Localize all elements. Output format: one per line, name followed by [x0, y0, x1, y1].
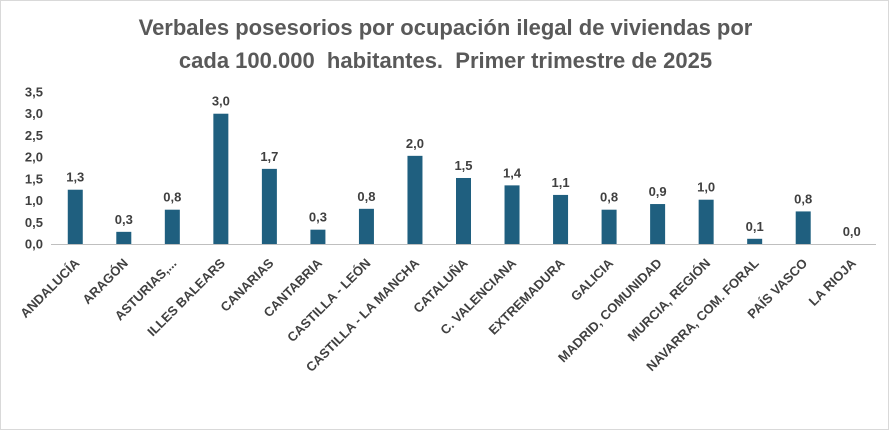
y-tick-label: 0,0 [25, 237, 43, 252]
data-label: 1,1 [552, 175, 570, 190]
bar [795, 211, 811, 244]
data-label: 2,0 [406, 136, 424, 151]
data-label: 0,8 [163, 190, 181, 205]
bar [358, 208, 374, 244]
bar [116, 231, 132, 244]
y-tick-label: 0,5 [25, 215, 43, 230]
data-label: 1,3 [66, 170, 84, 185]
data-label: 1,7 [260, 149, 278, 164]
bar [747, 238, 763, 244]
data-label: 0,9 [649, 184, 667, 199]
bar [504, 185, 520, 244]
data-label: 0,0 [843, 224, 861, 239]
category-label: ARAGÓN [79, 256, 130, 307]
y-tick-label: 2,0 [25, 150, 43, 165]
data-label: 0,8 [600, 190, 618, 205]
y-tick-label: 1,5 [25, 171, 43, 186]
bar [407, 155, 423, 244]
bar [456, 177, 471, 244]
data-label: 1,0 [697, 180, 715, 195]
y-tick-label: 2,5 [25, 128, 43, 143]
chart-title-line-2: cada 100.000 habitantes. Primer trimestr… [178, 48, 713, 73]
bar [310, 229, 326, 244]
category-label: GALICIA [568, 255, 617, 304]
y-tick-label: 3,0 [25, 106, 43, 121]
bar [67, 189, 83, 244]
category-label: ANDALUCÍA [17, 255, 83, 321]
bar [553, 194, 569, 244]
data-label: 0,3 [309, 210, 327, 225]
data-label: 3,0 [212, 94, 230, 109]
y-tick-label: 3,5 [25, 85, 43, 100]
category-label: CASTILLA - LEÓN [284, 256, 373, 345]
data-label: 1,4 [503, 165, 522, 180]
data-label: 1,5 [454, 158, 472, 173]
bar [261, 168, 277, 244]
bar [650, 204, 666, 244]
category-label: LA RIOJA [806, 255, 860, 309]
data-label: 0,1 [746, 219, 764, 234]
chart-title: Verbales posesorios por ocupación ilegal… [1, 11, 889, 77]
bar [698, 199, 714, 244]
data-label: 0,3 [115, 212, 133, 227]
data-label: 0,8 [357, 189, 375, 204]
category-label: MURCIA, REGIÓN [625, 256, 714, 345]
y-tick-label: 1,0 [25, 193, 43, 208]
chart-title-line-1: Verbales posesorios por ocupación ilegal… [138, 15, 753, 40]
data-label: 0,8 [794, 191, 812, 206]
bar [601, 209, 617, 244]
bar [164, 209, 180, 244]
bar [213, 113, 229, 244]
